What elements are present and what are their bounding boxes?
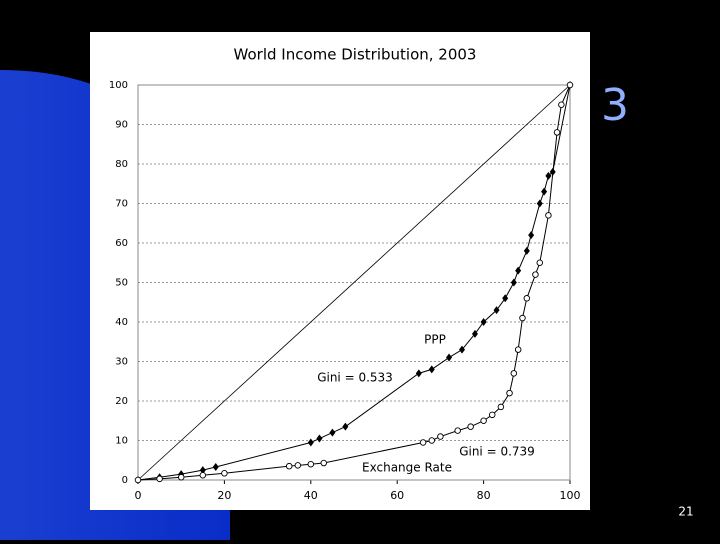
x-tick-label: 80 xyxy=(477,489,491,502)
y-tick-label: 70 xyxy=(115,199,128,210)
data-point xyxy=(480,417,487,425)
annotation: Gini = 0.739 xyxy=(459,445,535,459)
data-point xyxy=(419,439,427,446)
data-point xyxy=(294,462,302,469)
data-point xyxy=(510,278,517,287)
y-tick-label: 80 xyxy=(115,159,128,170)
data-point xyxy=(437,433,444,440)
y-tick-label: 10 xyxy=(115,436,128,447)
data-point xyxy=(459,345,465,354)
data-point xyxy=(536,199,543,208)
data-point xyxy=(488,411,496,419)
data-point xyxy=(329,428,336,437)
chart-title: World Income Distribution, 2003 xyxy=(234,46,477,64)
annotation: Gini = 0.533 xyxy=(317,371,393,385)
data-point xyxy=(523,246,530,255)
data-point xyxy=(199,472,207,479)
y-tick-label: 20 xyxy=(115,396,128,407)
slide-title-fragment: 3 xyxy=(601,80,629,131)
data-point xyxy=(545,171,552,180)
y-tick-label: 60 xyxy=(115,238,128,249)
data-point xyxy=(532,271,539,278)
x-tick-label: 40 xyxy=(304,489,318,502)
data-point xyxy=(446,353,453,362)
y-tick-label: 90 xyxy=(115,120,128,131)
data-point xyxy=(558,101,565,108)
y-tick-label: 0 xyxy=(122,475,128,486)
data-point xyxy=(519,314,526,322)
series-label: PPP xyxy=(424,333,446,347)
series-label: Exchange Rate xyxy=(362,461,452,475)
data-point xyxy=(177,473,185,481)
equality-line xyxy=(137,84,571,481)
data-point xyxy=(566,81,574,89)
y-tick-label: 30 xyxy=(115,357,128,368)
chart-panel xyxy=(90,32,590,510)
data-point xyxy=(493,306,500,315)
data-point xyxy=(528,231,535,240)
data-point xyxy=(502,294,509,303)
data-point xyxy=(316,434,323,443)
data-point xyxy=(515,266,522,275)
data-point xyxy=(510,370,518,377)
x-tick-label: 0 xyxy=(135,489,142,502)
y-tick-label: 40 xyxy=(115,317,128,328)
data-point xyxy=(471,329,478,338)
data-point xyxy=(454,427,461,434)
x-tick-label: 20 xyxy=(217,489,231,502)
data-point xyxy=(536,259,544,267)
y-tick-label: 100 xyxy=(109,80,128,91)
data-point xyxy=(428,437,436,444)
data-point xyxy=(523,295,531,302)
data-point xyxy=(541,187,548,196)
data-point xyxy=(545,212,552,219)
data-point xyxy=(428,365,435,374)
data-point xyxy=(307,460,315,468)
data-point xyxy=(497,403,505,411)
data-point xyxy=(307,438,314,447)
data-point xyxy=(415,369,422,378)
x-tick-label: 100 xyxy=(560,489,581,502)
series-line xyxy=(137,84,571,481)
data-point xyxy=(342,422,349,431)
data-point xyxy=(134,476,142,484)
slide-number: 21 xyxy=(678,505,693,519)
series-line xyxy=(137,84,571,481)
y-tick-label: 50 xyxy=(115,278,128,289)
data-point xyxy=(514,346,522,353)
data-point xyxy=(212,462,219,471)
data-point xyxy=(199,466,206,475)
data-point xyxy=(285,462,293,470)
data-point xyxy=(221,470,228,477)
data-point xyxy=(320,459,328,467)
data-point xyxy=(156,475,163,483)
data-point xyxy=(480,318,487,326)
data-point xyxy=(553,129,561,136)
data-point xyxy=(467,423,474,430)
x-tick-label: 60 xyxy=(390,489,404,502)
plot-frame xyxy=(137,84,571,481)
data-point xyxy=(506,389,513,397)
